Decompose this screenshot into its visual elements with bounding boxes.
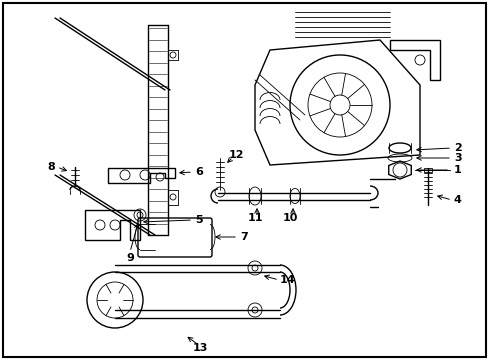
Text: 13: 13: [192, 343, 207, 353]
Text: 6: 6: [195, 167, 203, 177]
Text: 1: 1: [453, 165, 461, 175]
Text: 12: 12: [228, 150, 243, 160]
Text: 11: 11: [247, 213, 262, 223]
Text: 10: 10: [282, 213, 297, 223]
Text: 3: 3: [453, 153, 461, 163]
Text: 14: 14: [280, 275, 295, 285]
Polygon shape: [423, 168, 431, 172]
Text: 9: 9: [126, 253, 134, 263]
Text: 5: 5: [195, 215, 202, 225]
Text: 8: 8: [47, 162, 55, 172]
Text: 7: 7: [240, 232, 247, 242]
Text: 2: 2: [453, 143, 461, 153]
Text: 4: 4: [453, 195, 461, 205]
